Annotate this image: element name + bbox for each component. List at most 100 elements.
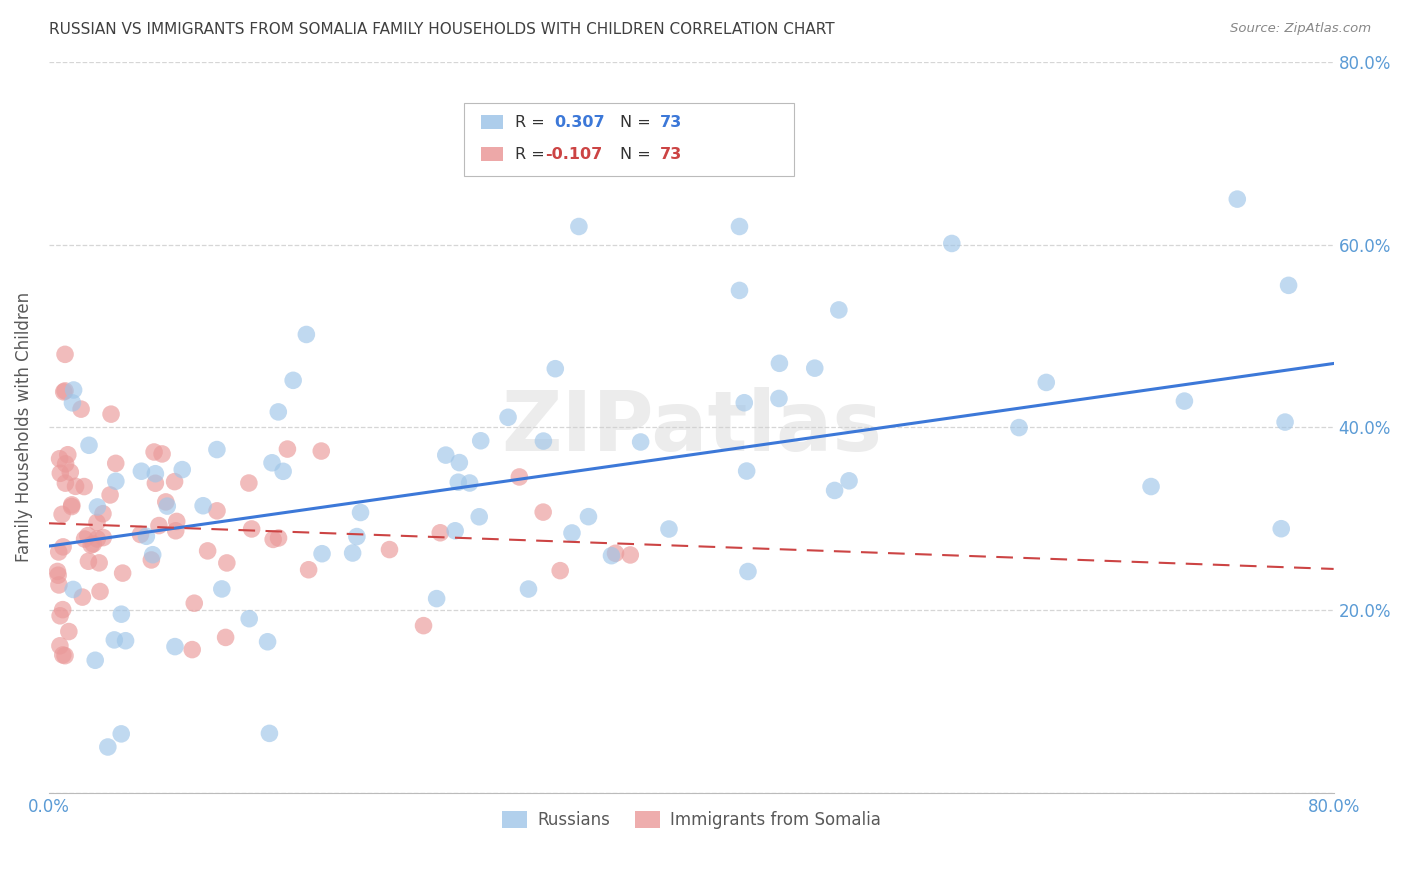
Point (49, 467, 72, 481)
Point (267, 531, 290, 545)
Point (86, 516, 108, 530)
Point (737, 565, 759, 579)
Point (517, 582, 540, 596)
Point (103, 632, 125, 647)
Point (412, 618, 434, 632)
Point (163, 475, 186, 489)
Point (941, 236, 963, 251)
Text: -0.107: -0.107 (546, 147, 603, 161)
Point (155, 495, 177, 509)
Point (238, 612, 260, 626)
Point (447, 475, 470, 490)
Point (77, 528, 100, 542)
Point (349, 506, 371, 520)
Legend: Russians, Immigrants from Somalia: Russians, Immigrants from Somalia (495, 804, 887, 836)
Point (49, 608, 72, 623)
Point (267, 405, 290, 419)
Point (77, 554, 100, 568)
Point (97, 739, 120, 754)
Point (73, 532, 96, 546)
Point (768, 392, 790, 406)
Point (468, 509, 491, 524)
Point (89, 584, 111, 599)
Point (129, 527, 152, 541)
Point (62, 383, 84, 397)
Point (59, 465, 82, 479)
Point (98, 488, 121, 502)
Point (77, 438, 100, 452)
Point (145, 467, 167, 481)
Point (70, 402, 93, 417)
Point (145, 476, 167, 491)
Point (295, 327, 318, 342)
Point (309, 444, 332, 458)
Point (449, 456, 471, 470)
Point (346, 530, 368, 544)
Point (378, 542, 401, 557)
Text: 0.307: 0.307 (554, 115, 605, 129)
Point (548, 564, 571, 578)
Point (110, 727, 132, 741)
Point (630, 435, 652, 450)
Point (143, 445, 166, 459)
Point (84, 653, 107, 667)
Point (205, 442, 228, 457)
Point (531, 505, 554, 519)
Point (259, 726, 281, 740)
Point (52, 648, 75, 662)
Point (828, 302, 851, 317)
Point (89, 556, 111, 570)
Point (1277, 278, 1299, 293)
Point (51, 508, 73, 522)
Point (619, 548, 641, 562)
Point (52, 602, 75, 616)
Point (838, 474, 860, 488)
Point (283, 373, 305, 387)
Text: R =: R = (515, 115, 554, 129)
Point (735, 464, 758, 478)
Point (600, 549, 623, 563)
Point (166, 515, 188, 529)
Point (114, 633, 136, 648)
Point (62, 582, 84, 597)
Text: ZIPatlas: ZIPatlas (501, 387, 882, 468)
Point (100, 407, 122, 421)
Point (1226, 192, 1249, 206)
Point (1140, 479, 1163, 493)
Point (46, 568, 69, 582)
Point (531, 434, 554, 448)
Point (342, 546, 364, 560)
Point (86, 532, 108, 546)
Point (197, 544, 219, 558)
Point (215, 556, 238, 570)
Point (605, 546, 627, 560)
Point (62, 396, 84, 410)
Point (46, 565, 69, 579)
Point (111, 566, 134, 581)
Text: RUSSIAN VS IMMIGRANTS FROM SOMALIA FAMILY HOUSEHOLDS WITH CHILDREN CORRELATION C: RUSSIAN VS IMMIGRANTS FROM SOMALIA FAMIL… (49, 22, 835, 37)
Point (48, 545, 70, 559)
Point (205, 504, 228, 518)
Point (131, 464, 153, 478)
Point (1270, 522, 1292, 536)
Point (298, 563, 321, 577)
Point (214, 631, 236, 645)
Point (181, 642, 204, 657)
Point (183, 596, 205, 610)
Text: R =: R = (515, 147, 550, 161)
Point (48, 578, 70, 592)
Point (733, 395, 755, 409)
Point (768, 356, 790, 370)
Point (172, 462, 194, 476)
Point (156, 499, 179, 513)
Point (86, 500, 108, 514)
Point (256, 634, 278, 648)
Point (434, 448, 457, 462)
Point (142, 548, 165, 562)
Point (91, 507, 114, 521)
Point (568, 219, 591, 234)
Point (240, 522, 263, 536)
Point (135, 529, 157, 543)
Point (561, 526, 583, 541)
Point (110, 607, 132, 622)
